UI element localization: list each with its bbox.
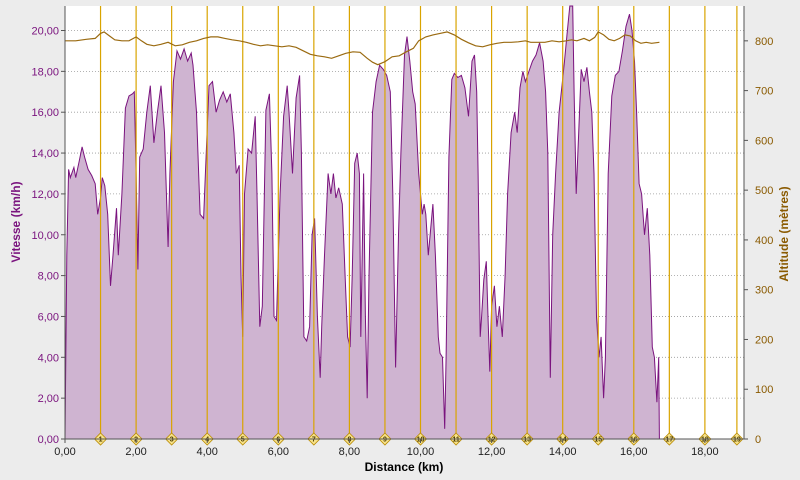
y2-tick-label: 400: [755, 235, 773, 247]
y-tick-label: 20,00: [31, 26, 59, 38]
y-tick-label: 14,00: [31, 148, 59, 160]
distance-markers: 12345678910111213141516171819: [93, 6, 744, 446]
y2-tick-label: 100: [755, 384, 773, 396]
distance-marker-label: 19: [733, 437, 741, 444]
x-tick-label: 10,00: [407, 446, 435, 458]
x-tick-label: 4,00: [196, 446, 217, 458]
y-tick-label: 12,00: [31, 189, 59, 201]
y-tick-label: 18,00: [31, 66, 59, 78]
x-tick-label: 14,00: [549, 446, 577, 458]
y-tick-label: 10,00: [31, 230, 59, 242]
y-tick-label: 8,00: [38, 271, 59, 283]
y2-tick-label: 800: [755, 36, 773, 48]
y2-tick-label: 300: [755, 285, 773, 297]
distance-marker-label: 1: [99, 437, 103, 444]
speed-area: [65, 6, 660, 439]
x-axis-title: Distance (km): [365, 460, 444, 474]
y2-tick-label: 500: [755, 185, 773, 197]
x-tick-label: 8,00: [339, 446, 360, 458]
y-axis-title: Vitesse (km/h): [9, 181, 23, 262]
y-tick-label: 0,00: [38, 434, 59, 446]
distance-marker-label: 5: [241, 437, 245, 444]
y2-axis-title: Altitude (mètres): [777, 186, 791, 281]
distance-marker-label: 9: [383, 437, 387, 444]
y2-tick-label: 700: [755, 86, 773, 98]
y2-tick-label: 0: [755, 434, 761, 446]
y-tick-label: 6,00: [38, 311, 59, 323]
y2-tick-label: 200: [755, 334, 773, 346]
x-tick-label: 12,00: [478, 446, 506, 458]
x-tick-label: 16,00: [620, 446, 648, 458]
x-tick-label: 0,00: [54, 446, 75, 458]
axes: [61, 6, 748, 443]
distance-marker-label: 15: [594, 437, 602, 444]
distance-marker-label: 17: [665, 437, 673, 444]
y-tick-label: 2,00: [38, 393, 59, 405]
tick-labels: 0,00 2,00 4,00 6,00 8,00 10,00 12,00 14,00 16,00…: [31, 26, 773, 458]
distance-marker-label: 3: [170, 437, 174, 444]
y2-tick-label: 600: [755, 135, 773, 147]
speed-line: [64, 5, 660, 440]
x-tick-label: 2,00: [125, 446, 146, 458]
distance-marker-label: 7: [312, 437, 316, 444]
distance-marker-label: 13: [523, 437, 531, 444]
y-tick-label: 4,00: [38, 352, 59, 364]
altitude-line: [65, 31, 660, 66]
x-tick-label: 6,00: [268, 446, 289, 458]
y-tick-label: 16,00: [31, 107, 59, 119]
x-tick-label: 18,00: [691, 446, 719, 458]
distance-marker-label: 11: [452, 437, 460, 444]
